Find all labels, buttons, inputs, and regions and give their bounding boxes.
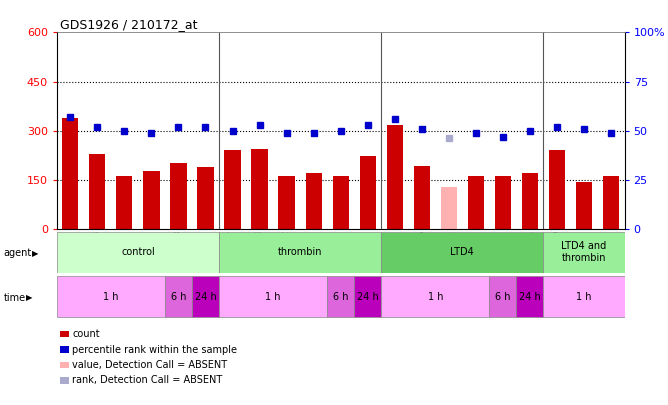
Bar — [359, 156, 376, 229]
Bar — [381, 232, 544, 273]
Bar — [165, 276, 192, 317]
Bar — [144, 171, 160, 229]
Text: count: count — [72, 329, 100, 339]
Bar — [387, 125, 403, 229]
Bar — [279, 176, 295, 229]
Bar — [544, 232, 625, 273]
Text: 6 h: 6 h — [495, 292, 510, 302]
Text: ▶: ▶ — [32, 249, 39, 258]
Bar — [413, 166, 430, 229]
Bar — [327, 276, 354, 317]
Text: 6 h: 6 h — [171, 292, 186, 302]
Text: 1 h: 1 h — [265, 292, 281, 302]
Text: 6 h: 6 h — [333, 292, 349, 302]
Bar — [354, 276, 381, 317]
Bar — [305, 173, 322, 229]
Text: thrombin: thrombin — [278, 247, 323, 257]
Text: 1 h: 1 h — [103, 292, 119, 302]
Bar — [197, 167, 214, 229]
Bar — [219, 232, 381, 273]
Text: 24 h: 24 h — [194, 292, 216, 302]
Text: rank, Detection Call = ABSENT: rank, Detection Call = ABSENT — [72, 375, 222, 385]
Bar — [333, 176, 349, 229]
Text: LTD4: LTD4 — [450, 247, 474, 257]
Bar — [522, 173, 538, 229]
Text: LTD4 and
thrombin: LTD4 and thrombin — [561, 241, 607, 263]
Text: time: time — [3, 293, 25, 303]
Bar — [57, 232, 219, 273]
Text: value, Detection Call = ABSENT: value, Detection Call = ABSENT — [72, 360, 227, 370]
Bar — [219, 276, 327, 317]
Bar — [549, 150, 565, 229]
Bar — [603, 176, 619, 229]
Bar — [116, 176, 132, 229]
Bar — [170, 163, 186, 229]
Text: 1 h: 1 h — [428, 292, 443, 302]
Bar — [57, 276, 165, 317]
Text: GDS1926 / 210172_at: GDS1926 / 210172_at — [60, 18, 198, 31]
Text: ▶: ▶ — [26, 293, 33, 302]
Text: percentile rank within the sample: percentile rank within the sample — [72, 345, 237, 354]
Bar — [62, 117, 78, 229]
Bar — [381, 276, 490, 317]
Text: 1 h: 1 h — [576, 292, 592, 302]
Bar — [544, 276, 625, 317]
Bar — [490, 276, 516, 317]
Bar — [516, 276, 544, 317]
Bar — [441, 187, 457, 229]
Text: 24 h: 24 h — [519, 292, 541, 302]
Bar — [576, 182, 592, 229]
Bar — [192, 276, 219, 317]
Bar — [251, 149, 268, 229]
Bar — [224, 149, 240, 229]
Text: 24 h: 24 h — [357, 292, 379, 302]
Bar — [495, 176, 511, 229]
Text: control: control — [121, 247, 155, 257]
Text: agent: agent — [3, 248, 31, 258]
Bar — [468, 176, 484, 229]
Bar — [90, 153, 106, 229]
